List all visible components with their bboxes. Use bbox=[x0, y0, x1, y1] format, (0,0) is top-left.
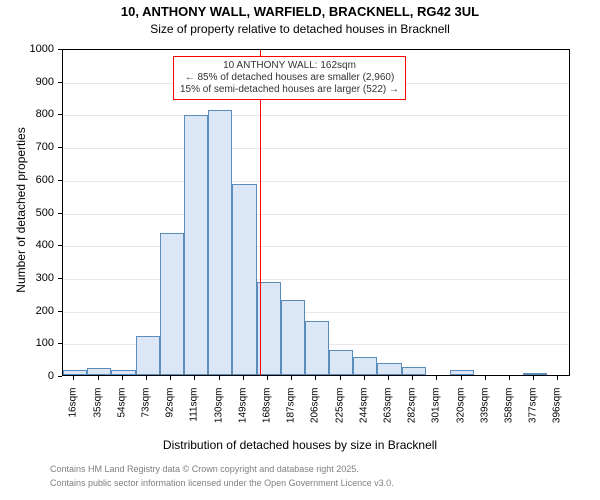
x-tick-label: 377sqm bbox=[528, 388, 539, 438]
x-tick-mark bbox=[340, 376, 341, 380]
y-tick-label: 600 bbox=[22, 174, 54, 186]
x-tick-mark bbox=[436, 376, 437, 380]
x-tick-label: 130sqm bbox=[213, 388, 224, 438]
x-tick-mark bbox=[170, 376, 171, 380]
chart-subtitle: Size of property relative to detached ho… bbox=[0, 22, 600, 36]
histogram-bar bbox=[305, 321, 329, 375]
x-tick-mark bbox=[557, 376, 558, 380]
histogram-bar bbox=[402, 367, 426, 375]
x-tick-label: 111sqm bbox=[189, 388, 200, 438]
gridline bbox=[63, 312, 569, 313]
x-tick-mark bbox=[533, 376, 534, 380]
x-tick-mark bbox=[315, 376, 316, 380]
histogram-bar bbox=[450, 370, 474, 375]
histogram-bar bbox=[281, 300, 305, 375]
chart-container: 10, ANTHONY WALL, WARFIELD, BRACKNELL, R… bbox=[0, 0, 600, 500]
y-tick-label: 700 bbox=[22, 141, 54, 153]
x-tick-label: 16sqm bbox=[68, 388, 79, 438]
chart-title: 10, ANTHONY WALL, WARFIELD, BRACKNELL, R… bbox=[0, 4, 600, 19]
x-tick-label: 282sqm bbox=[407, 388, 418, 438]
x-tick-label: 301sqm bbox=[431, 388, 442, 438]
annotation-line: ← 85% of detached houses are smaller (2,… bbox=[180, 72, 399, 84]
y-tick-label: 1000 bbox=[22, 43, 54, 55]
histogram-bar bbox=[111, 370, 135, 375]
x-tick-label: 358sqm bbox=[503, 388, 514, 438]
gridline bbox=[63, 148, 569, 149]
x-tick-label: 244sqm bbox=[358, 388, 369, 438]
histogram-bar bbox=[523, 373, 547, 375]
gridline bbox=[63, 246, 569, 247]
x-tick-mark bbox=[364, 376, 365, 380]
x-tick-mark bbox=[122, 376, 123, 380]
x-tick-label: 339sqm bbox=[479, 388, 490, 438]
annotation-box: 10 ANTHONY WALL: 162sqm← 85% of detached… bbox=[173, 56, 406, 100]
x-tick-label: 396sqm bbox=[552, 388, 563, 438]
histogram-bar bbox=[232, 184, 256, 375]
x-tick-mark bbox=[194, 376, 195, 380]
y-tick-label: 200 bbox=[22, 305, 54, 317]
gridline bbox=[63, 181, 569, 182]
x-tick-label: 92sqm bbox=[165, 388, 176, 438]
x-tick-mark bbox=[412, 376, 413, 380]
gridline bbox=[63, 115, 569, 116]
histogram-bar bbox=[87, 368, 111, 375]
histogram-bar bbox=[329, 350, 353, 376]
y-tick-label: 400 bbox=[22, 239, 54, 251]
x-tick-label: 206sqm bbox=[310, 388, 321, 438]
histogram-bar bbox=[63, 370, 87, 375]
histogram-bar bbox=[353, 357, 377, 375]
x-tick-label: 263sqm bbox=[382, 388, 393, 438]
plot-area: 10 ANTHONY WALL: 162sqm← 85% of detached… bbox=[62, 49, 570, 376]
x-tick-mark bbox=[267, 376, 268, 380]
y-tick-label: 100 bbox=[22, 337, 54, 349]
x-tick-label: 320sqm bbox=[455, 388, 466, 438]
footer-line-1: Contains HM Land Registry data © Crown c… bbox=[50, 464, 359, 474]
y-tick-mark bbox=[58, 376, 62, 377]
x-tick-mark bbox=[291, 376, 292, 380]
x-tick-label: 225sqm bbox=[334, 388, 345, 438]
histogram-bar bbox=[136, 336, 160, 375]
gridline bbox=[63, 214, 569, 215]
histogram-bar bbox=[160, 233, 184, 375]
y-tick-label: 800 bbox=[22, 108, 54, 120]
x-tick-label: 187sqm bbox=[286, 388, 297, 438]
x-tick-label: 73sqm bbox=[141, 388, 152, 438]
x-tick-label: 149sqm bbox=[237, 388, 248, 438]
histogram-bar bbox=[184, 115, 208, 375]
x-axis-label: Distribution of detached houses by size … bbox=[30, 438, 570, 452]
y-tick-label: 900 bbox=[22, 76, 54, 88]
annotation-line: 10 ANTHONY WALL: 162sqm bbox=[180, 60, 399, 72]
y-tick-label: 300 bbox=[22, 272, 54, 284]
x-tick-mark bbox=[388, 376, 389, 380]
y-tick-label: 500 bbox=[22, 207, 54, 219]
x-tick-label: 35sqm bbox=[92, 388, 103, 438]
x-tick-mark bbox=[219, 376, 220, 380]
x-tick-mark bbox=[73, 376, 74, 380]
annotation-line: 15% of semi-detached houses are larger (… bbox=[180, 84, 399, 96]
x-tick-mark bbox=[243, 376, 244, 380]
x-tick-mark bbox=[146, 376, 147, 380]
x-tick-mark bbox=[485, 376, 486, 380]
x-tick-mark bbox=[509, 376, 510, 380]
histogram-bar bbox=[377, 363, 401, 375]
x-tick-mark bbox=[461, 376, 462, 380]
gridline bbox=[63, 279, 569, 280]
histogram-bar bbox=[208, 110, 232, 375]
x-tick-label: 168sqm bbox=[261, 388, 272, 438]
x-tick-label: 54sqm bbox=[116, 388, 127, 438]
footer-line-2: Contains public sector information licen… bbox=[50, 478, 394, 488]
x-tick-mark bbox=[98, 376, 99, 380]
y-tick-label: 0 bbox=[22, 370, 54, 382]
